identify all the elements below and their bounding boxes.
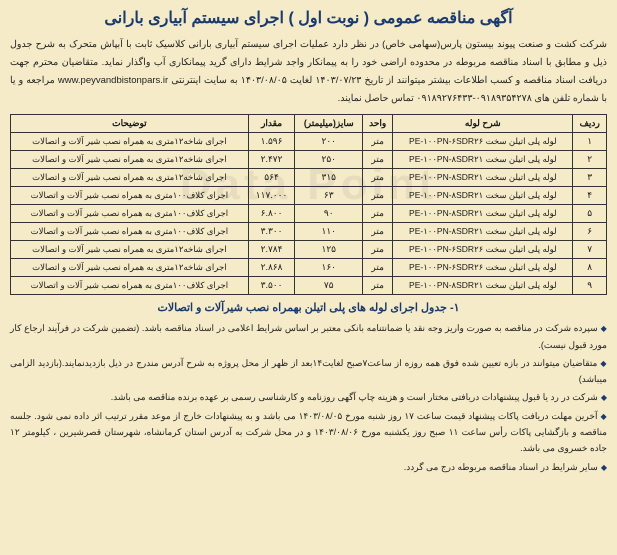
cell-notes: اجرای شاخه۱۲متری به همراه نصب شیر آلات و…	[11, 133, 249, 151]
intro-paragraph: شرکت کشت و صنعت پیوند بیستون پارس(سهامی …	[10, 36, 607, 108]
table-row: ۳لوله پلی اتیلن سخت PE-۱۰۰PN-۸SDR۲۱متر۳۱…	[11, 169, 607, 187]
cell-notes: اجرای کلاف۱۰۰متری به همراه نصب شیر آلات …	[11, 187, 249, 205]
table-row: ۱لوله پلی اتیلن سخت PE-۱۰۰PN-۶SDR۲۶متر۲۰…	[11, 133, 607, 151]
cell-pipe: لوله پلی اتیلن سخت PE-۱۰۰PN-۸SDR۲۱	[393, 151, 573, 169]
cell-num: ۴	[573, 187, 607, 205]
table-row: ۶لوله پلی اتیلن سخت PE-۱۰۰PN-۸SDR۲۱متر۱۱…	[11, 223, 607, 241]
col-unit: واحد	[363, 115, 393, 133]
cell-unit: متر	[363, 241, 393, 259]
cell-unit: متر	[363, 205, 393, 223]
cell-notes: اجرای کلاف۱۰۰متری به همراه نصب شیر آلات …	[11, 277, 249, 295]
col-qty: مقدار	[248, 115, 295, 133]
cell-notes: اجرای شاخه۱۲متری به همراه نصب شیر آلات و…	[11, 259, 249, 277]
cell-size: ۶۳	[295, 187, 363, 205]
cell-size: ۱۱۰	[295, 223, 363, 241]
cell-size: ۱۶۰	[295, 259, 363, 277]
col-notes: توضیحات	[11, 115, 249, 133]
cell-qty: ۱.۵۹۶	[248, 133, 295, 151]
cell-pipe: لوله پلی اتیلن سخت PE-۱۰۰PN-۸SDR۲۱	[393, 205, 573, 223]
cell-size: ۲۵۰	[295, 151, 363, 169]
cell-notes: اجرای شاخه۱۲متری به همراه نصب شیر آلات و…	[11, 151, 249, 169]
cell-unit: متر	[363, 169, 393, 187]
table-row: ۵لوله پلی اتیلن سخت PE-۱۰۰PN-۸SDR۲۱متر۹۰…	[11, 205, 607, 223]
cell-qty: ۳.۵۰۰	[248, 277, 295, 295]
cell-unit: متر	[363, 277, 393, 295]
bullet-visit: متقاضیان میتوانند در بازه تعیین شده فوق …	[10, 355, 607, 388]
cell-unit: متر	[363, 187, 393, 205]
cell-num: ۱	[573, 133, 607, 151]
cell-num: ۲	[573, 151, 607, 169]
pipes-table: ردیف شرح لوله واحد سایز(میلیمتر) مقدار ت…	[10, 114, 607, 295]
cell-size: ۱۲۵	[295, 241, 363, 259]
cell-pipe: لوله پلی اتیلن سخت PE-۱۰۰PN-۸SDR۲۱	[393, 169, 573, 187]
cell-size: ۹۰	[295, 205, 363, 223]
notice-title: آگهی مناقصه عمومی ( نوبت اول ) اجرای سیس…	[10, 8, 607, 28]
bullet-rights: شرکت در رد یا قبول پیشنهادات دریافتی مخت…	[10, 389, 607, 405]
cell-pipe: لوله پلی اتیلن سخت PE-۱۰۰PN-۶SDR۲۶	[393, 241, 573, 259]
cell-unit: متر	[363, 151, 393, 169]
table-row: ۹لوله پلی اتیلن سخت PE-۱۰۰PN-۸SDR۲۱متر۷۵…	[11, 277, 607, 295]
conditions-list: سپرده شرکت در مناقصه به صورت واریز وجه ن…	[10, 320, 607, 475]
cell-pipe: لوله پلی اتیلن سخت PE-۱۰۰PN-۸SDR۲۱	[393, 277, 573, 295]
table-caption: ۱- جدول اجرای لوله های پلی اتیلن بهمراه …	[10, 301, 607, 314]
bullet-deposit: سپرده شرکت در مناقصه به صورت واریز وجه ن…	[10, 320, 607, 353]
cell-notes: اجرای شاخه۱۲متری به همراه نصب شیر آلات و…	[11, 169, 249, 187]
col-row-num: ردیف	[573, 115, 607, 133]
cell-notes: اجرای کلاف۱۰۰متری به همراه نصب شیر آلات …	[11, 223, 249, 241]
cell-num: ۷	[573, 241, 607, 259]
table-row: ۸لوله پلی اتیلن سخت PE-۱۰۰PN-۶SDR۲۶متر۱۶…	[11, 259, 607, 277]
cell-size: ۳۱۵	[295, 169, 363, 187]
bullet-other: سایر شرایط در اسناد مناقصه مربوطه درج می…	[10, 459, 607, 475]
cell-qty: ۵۶۴	[248, 169, 295, 187]
cell-pipe: لوله پلی اتیلن سخت PE-۱۰۰PN-۸SDR۲۱	[393, 223, 573, 241]
cell-size: ۷۵	[295, 277, 363, 295]
cell-notes: اجرای شاخه۱۲متری به همراه نصب شیر آلات و…	[11, 241, 249, 259]
cell-qty: ۲.۴۷۲	[248, 151, 295, 169]
cell-pipe: لوله پلی اتیلن سخت PE-۱۰۰PN-۶SDR۲۶	[393, 133, 573, 151]
col-pipe-desc: شرح لوله	[393, 115, 573, 133]
cell-qty: ۱۱۷.۰۰۰	[248, 187, 295, 205]
table-row: ۷لوله پلی اتیلن سخت PE-۱۰۰PN-۶SDR۲۶متر۱۲…	[11, 241, 607, 259]
cell-unit: متر	[363, 259, 393, 277]
cell-qty: ۳.۳۰۰	[248, 223, 295, 241]
cell-unit: متر	[363, 223, 393, 241]
table-row: ۴لوله پلی اتیلن سخت PE-۱۰۰PN-۸SDR۲۱متر۶۳…	[11, 187, 607, 205]
cell-size: ۲۰۰	[295, 133, 363, 151]
cell-num: ۵	[573, 205, 607, 223]
cell-pipe: لوله پلی اتیلن سخت PE-۱۰۰PN-۶SDR۲۶	[393, 259, 573, 277]
table-header-row: ردیف شرح لوله واحد سایز(میلیمتر) مقدار ت…	[11, 115, 607, 133]
cell-num: ۳	[573, 169, 607, 187]
cell-qty: ۲.۸۶۸	[248, 259, 295, 277]
bullet-deadline: آخرین مهلت دریافت پاکات پیشنهاد قیمت ساع…	[10, 408, 607, 457]
col-size: سایز(میلیمتر)	[295, 115, 363, 133]
table-row: ۲لوله پلی اتیلن سخت PE-۱۰۰PN-۸SDR۲۱متر۲۵…	[11, 151, 607, 169]
cell-num: ۶	[573, 223, 607, 241]
cell-num: ۹	[573, 277, 607, 295]
cell-qty: ۶.۸۰۰	[248, 205, 295, 223]
cell-num: ۸	[573, 259, 607, 277]
cell-unit: متر	[363, 133, 393, 151]
cell-notes: اجرای کلاف۱۰۰متری به همراه نصب شیر آلات …	[11, 205, 249, 223]
cell-pipe: لوله پلی اتیلن سخت PE-۱۰۰PN-۸SDR۲۱	[393, 187, 573, 205]
cell-qty: ۲.۷۸۴	[248, 241, 295, 259]
